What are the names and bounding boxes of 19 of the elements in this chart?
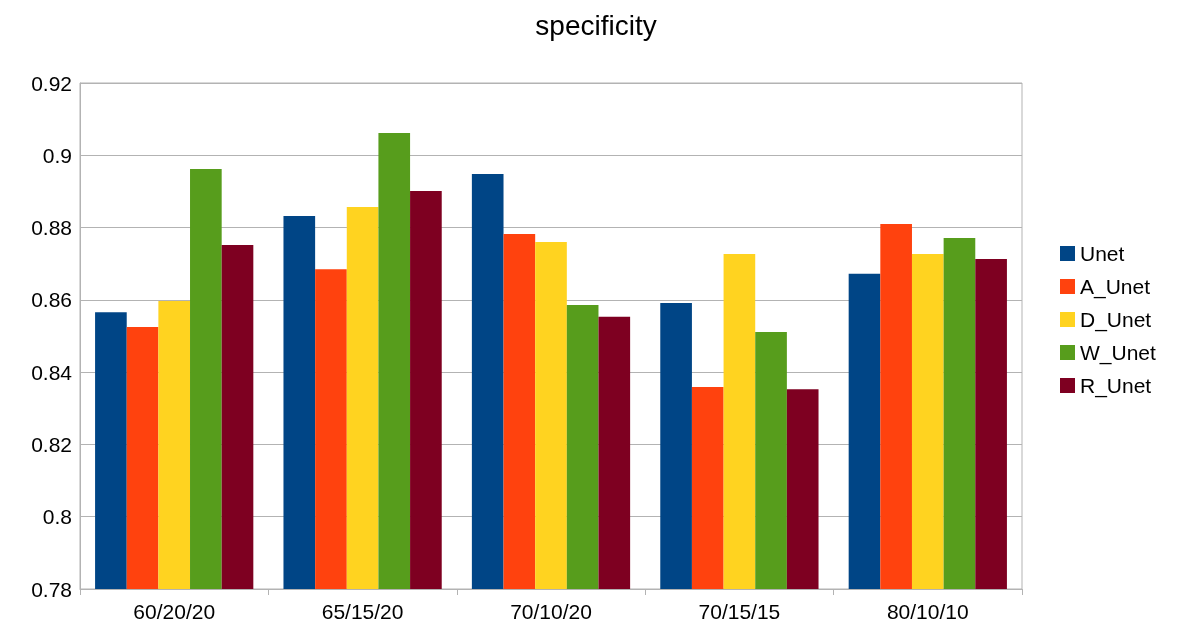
legend-label: Unet bbox=[1080, 242, 1125, 265]
y-tick-label: 0.88 bbox=[31, 216, 72, 240]
y-tick-label: 0.9 bbox=[42, 143, 72, 167]
legend-label: W_Unet bbox=[1080, 341, 1157, 365]
y-tick-label: 0.92 bbox=[31, 71, 72, 95]
legend-label: A_Unet bbox=[1080, 275, 1151, 299]
x-tick-label: 60/20/20 bbox=[133, 600, 216, 623]
y-tick-label: 0.8 bbox=[42, 505, 72, 529]
x-tick-label: 70/15/15 bbox=[698, 600, 781, 623]
x-tick-label: 80/10/10 bbox=[886, 600, 969, 623]
chart-title: specificity bbox=[535, 9, 657, 41]
y-tick-label: 0.78 bbox=[31, 577, 72, 601]
x-tick-label: 70/10/20 bbox=[510, 600, 592, 623]
y-tick-label: 0.82 bbox=[31, 432, 72, 456]
x-tick-label: 65/15/20 bbox=[321, 600, 404, 623]
legend-label: R_Unet bbox=[1080, 374, 1152, 398]
legend-label: D_Unet bbox=[1080, 308, 1152, 332]
y-tick-label: 0.84 bbox=[31, 360, 73, 384]
y-tick-label: 0.86 bbox=[31, 288, 72, 312]
